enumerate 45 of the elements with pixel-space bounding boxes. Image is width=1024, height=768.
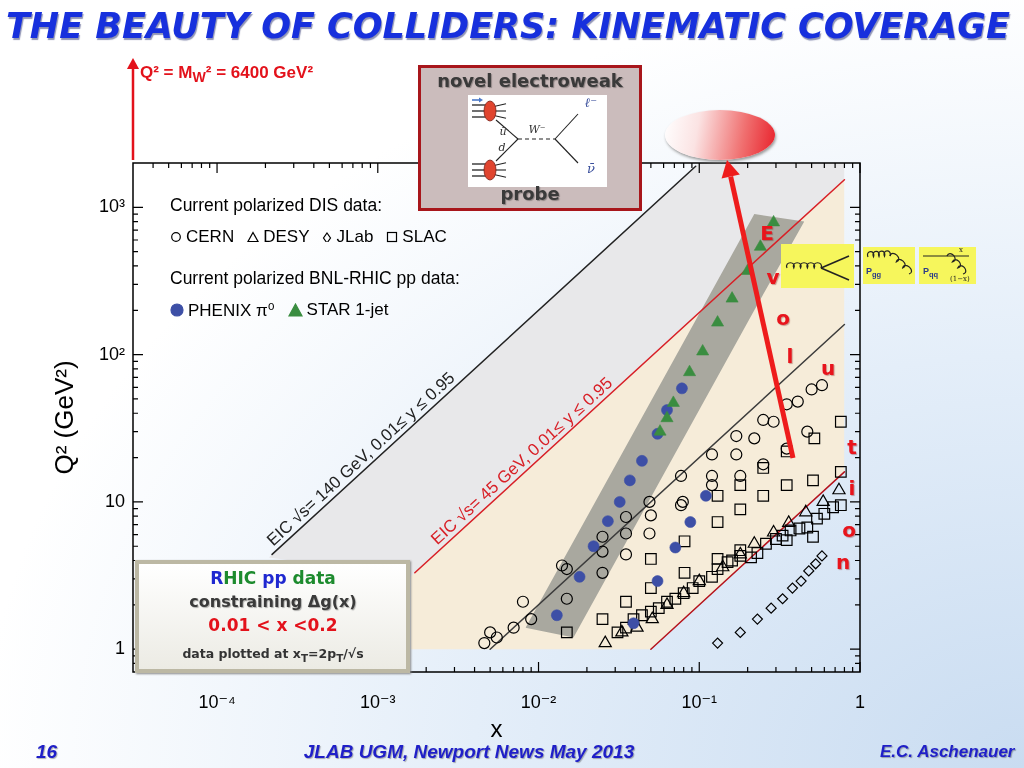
y-tick-label: 1 bbox=[114, 638, 125, 659]
legend-label: JLab bbox=[336, 227, 374, 247]
legend-label: SLAC bbox=[402, 227, 447, 247]
annotation: u bbox=[820, 356, 836, 380]
x-tick-label: 10⁻¹ bbox=[681, 691, 718, 712]
annotation: E bbox=[760, 221, 774, 245]
annotation: Current polarized DIS data: bbox=[170, 194, 383, 216]
x-axis-title: x bbox=[490, 715, 503, 743]
x-tick-label: 10⁻⁴ bbox=[198, 691, 236, 712]
y-tick-label: 10² bbox=[98, 343, 126, 364]
annotation: data plotted at x$_{T}$=2p$_{T}$/√s bbox=[182, 646, 364, 664]
text: P$_{qq}$ bbox=[923, 266, 939, 279]
legend-label: DESY bbox=[263, 227, 310, 247]
x-tick-label: 10⁻² bbox=[520, 691, 557, 712]
text: W⁻ bbox=[528, 123, 546, 136]
text: P$_{gg}$ bbox=[866, 266, 882, 279]
annotation: n bbox=[835, 550, 851, 574]
text: ℓ⁻ bbox=[584, 95, 598, 111]
x-tick-label: 10⁻³ bbox=[360, 691, 396, 712]
annotation: l bbox=[786, 344, 794, 368]
annotation: o bbox=[776, 306, 790, 330]
annotation: probe bbox=[500, 183, 560, 204]
legend-label: CERN bbox=[186, 227, 235, 247]
legend-label: PHENIX π⁰ bbox=[188, 299, 275, 321]
text: E.C. Aschenauer bbox=[880, 742, 1015, 762]
x-tick-label: 1 bbox=[854, 691, 866, 712]
annotation: constraining Δg(x) bbox=[189, 592, 357, 611]
legend-label: STAR 1-jet bbox=[306, 300, 389, 320]
text: Q² = M$_{W}$² = 6400 GeV² bbox=[140, 63, 314, 86]
y-tick-label: 10 bbox=[104, 490, 125, 511]
annotation: v bbox=[766, 265, 780, 289]
annotation: i bbox=[848, 476, 856, 500]
text: novel electroweak bbox=[437, 70, 623, 91]
annotation: o bbox=[842, 518, 856, 542]
chart-title: THE BEAUTY OF COLLIDERS: KINEMATIC COVERAGE bbox=[6, 6, 1010, 46]
text: JLAB UGM, Newport News May 2013 bbox=[303, 741, 635, 763]
annotation: Current polarized BNL-RHIC pp data: bbox=[170, 267, 460, 289]
annotation: ν̄ bbox=[587, 161, 595, 176]
annotation: RHIC pp data bbox=[210, 568, 336, 588]
y-axis-title: Q² (GeV²) bbox=[48, 360, 79, 475]
y-tick-label: 10³ bbox=[98, 196, 126, 217]
text: 16 bbox=[36, 741, 58, 763]
annotation: 0.01 < x <0.2 bbox=[208, 615, 338, 635]
text: d bbox=[498, 141, 506, 154]
annotation: t bbox=[847, 435, 857, 459]
